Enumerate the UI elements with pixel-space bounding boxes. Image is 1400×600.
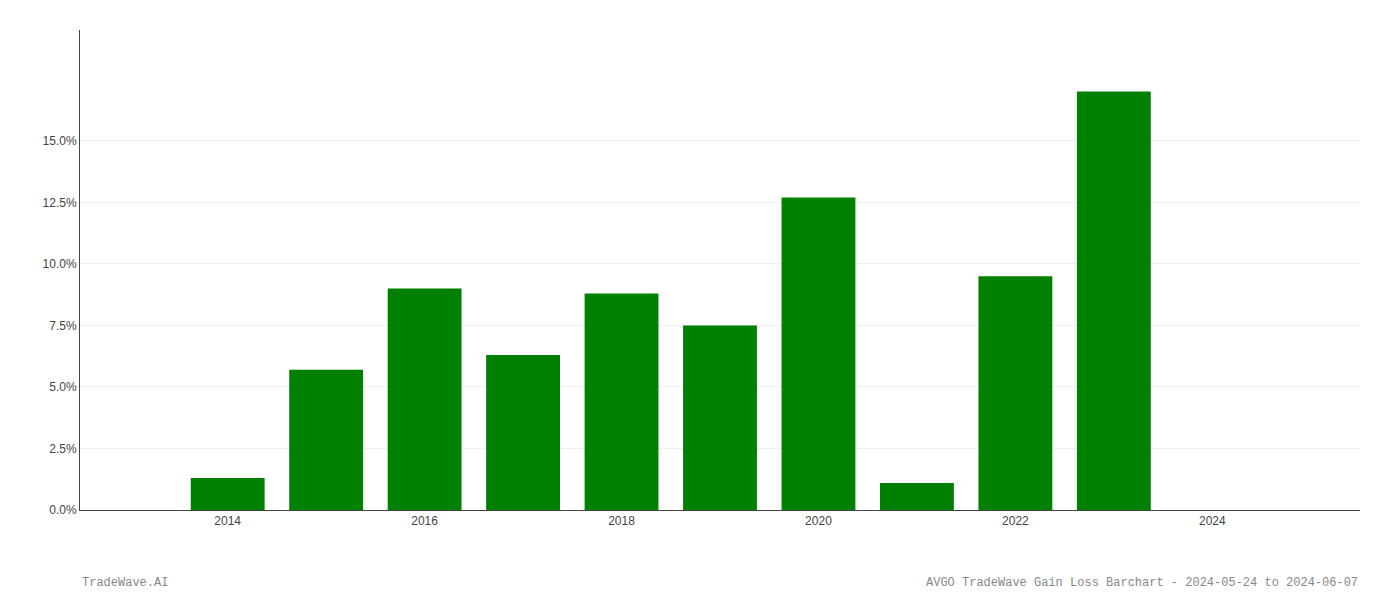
svg-text:2018: 2018: [608, 514, 635, 528]
svg-text:10.0%: 10.0%: [43, 257, 77, 271]
svg-text:2.5%: 2.5%: [49, 442, 77, 456]
svg-text:2016: 2016: [411, 514, 438, 528]
svg-text:2022: 2022: [1002, 514, 1029, 528]
svg-text:2014: 2014: [214, 514, 241, 528]
svg-text:AVGO TradeWave Gain Loss Barch: AVGO TradeWave Gain Loss Barchart - 2024…: [926, 576, 1358, 590]
svg-text:12.5%: 12.5%: [43, 196, 77, 210]
svg-text:2024: 2024: [1199, 514, 1226, 528]
svg-text:7.5%: 7.5%: [49, 319, 77, 333]
svg-text:15.0%: 15.0%: [43, 134, 77, 148]
svg-text:5.0%: 5.0%: [49, 380, 77, 394]
svg-text:2020: 2020: [805, 514, 832, 528]
svg-text:TradeWave.AI: TradeWave.AI: [82, 576, 168, 590]
svg-text:0.0%: 0.0%: [49, 503, 77, 517]
